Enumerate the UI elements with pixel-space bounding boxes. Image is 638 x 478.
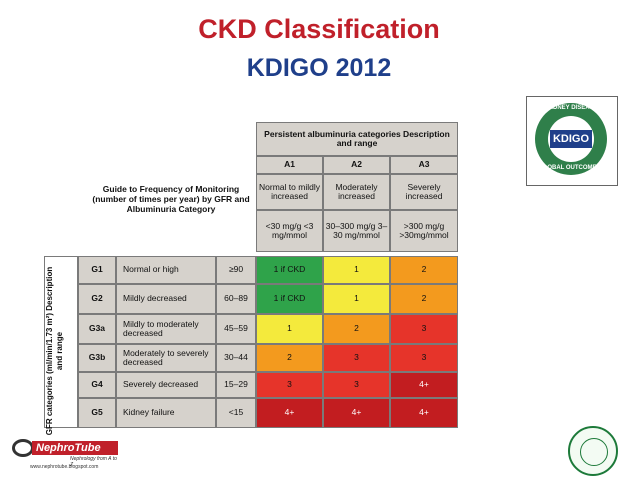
- monitoring-value-cell: 4+: [390, 398, 458, 428]
- nephrotube-logo: NephroTube Nephrology from A to Z www.ne…: [10, 437, 118, 473]
- gfr-category-range: 15–29: [216, 372, 256, 398]
- albuminuria-code: A2: [323, 156, 390, 174]
- slide-title: CKD Classification: [198, 14, 440, 44]
- kdigo-ring-top: KIDNEY DISEASE: [547, 105, 598, 111]
- monitoring-value-cell: 1: [323, 284, 390, 314]
- albuminuria-range: >300 mg/g >30mg/mmol: [390, 210, 458, 252]
- gfr-category-code: G3b: [78, 344, 116, 372]
- kdigo-logo: KDIGO KIDNEY DISEASE GLOBAL OUTCOMES: [526, 96, 618, 186]
- gfr-category-code: G5: [78, 398, 116, 428]
- kuc-seal-logo: [568, 426, 618, 476]
- albuminuria-description: Moderately increased: [323, 174, 390, 210]
- gfr-category-code: G4: [78, 372, 116, 398]
- monitoring-value-cell: 1: [323, 256, 390, 284]
- gfr-axis-box: GFR categories (ml/min/1.73 m²) Descript…: [44, 256, 78, 435]
- albuminuria-code: A1: [256, 156, 323, 174]
- monitoring-value-cell: 2: [256, 344, 323, 372]
- gfr-category-description: Moderately to severely decreased: [116, 344, 216, 372]
- monitoring-value-cell: 3: [390, 344, 458, 372]
- monitoring-value-cell: 1 if CKD: [256, 284, 323, 314]
- monitoring-value-cell: 2: [323, 314, 390, 344]
- gfr-category-description: Normal or high: [116, 256, 216, 284]
- albuminuria-description: Severely increased: [390, 174, 458, 210]
- monitoring-value-cell: 2: [390, 256, 458, 284]
- nephrotube-name: NephroTube: [32, 441, 118, 455]
- table-guide-text: Guide to Frequency of Monitoring (number…: [92, 184, 250, 215]
- kuc-seal-inner: [580, 438, 608, 466]
- albuminuria-range: <30 mg/g <3 mg/mmol: [256, 210, 323, 252]
- albuminuria-description: Normal to mildly increased: [256, 174, 323, 210]
- nephrotube-tagline: Nephrology from A to Z: [70, 456, 117, 468]
- monitoring-value-cell: 1 if CKD: [256, 256, 323, 284]
- monitoring-value-cell: 4+: [390, 372, 458, 398]
- nephrotube-icon: [12, 439, 34, 457]
- albuminuria-header: Persistent albuminuria categories Descri…: [256, 122, 458, 156]
- kdigo-ring-bottom: GLOBAL OUTCOMES: [539, 165, 601, 171]
- gfr-category-range: ≥90: [216, 256, 256, 284]
- monitoring-value-cell: 4+: [256, 398, 323, 428]
- monitoring-value-cell: 1: [256, 314, 323, 344]
- monitoring-value-cell: 3: [256, 372, 323, 398]
- gfr-axis-label: GFR categories (ml/min/1.73 m²) Descript…: [45, 266, 64, 436]
- gfr-category-description: Mildly decreased: [116, 284, 216, 314]
- monitoring-value-cell: 3: [390, 314, 458, 344]
- monitoring-value-cell: 3: [323, 344, 390, 372]
- monitoring-value-cell: 4+: [323, 398, 390, 428]
- monitoring-value-cell: 3: [323, 372, 390, 398]
- gfr-category-code: G1: [78, 256, 116, 284]
- gfr-category-description: Kidney failure: [116, 398, 216, 428]
- gfr-category-description: Mildly to moderately decreased: [116, 314, 216, 344]
- nephrotube-url: www.nephrotube.blogspot.com: [30, 464, 99, 470]
- gfr-category-range: 30–44: [216, 344, 256, 372]
- gfr-category-range: <15: [216, 398, 256, 428]
- kdigo-logo-text: KDIGO: [550, 130, 592, 148]
- albuminuria-range: 30–300 mg/g 3–30 mg/mmol: [323, 210, 390, 252]
- gfr-category-code: G2: [78, 284, 116, 314]
- albuminuria-code: A3: [390, 156, 458, 174]
- gfr-category-range: 45–59: [216, 314, 256, 344]
- monitoring-value-cell: 2: [390, 284, 458, 314]
- slide-subtitle: KDIGO 2012: [246, 54, 392, 82]
- gfr-category-description: Severely decreased: [116, 372, 216, 398]
- gfr-category-range: 60–89: [216, 284, 256, 314]
- monitoring-table: Guide to Frequency of Monitoring (number…: [44, 118, 458, 435]
- gfr-category-code: G3a: [78, 314, 116, 344]
